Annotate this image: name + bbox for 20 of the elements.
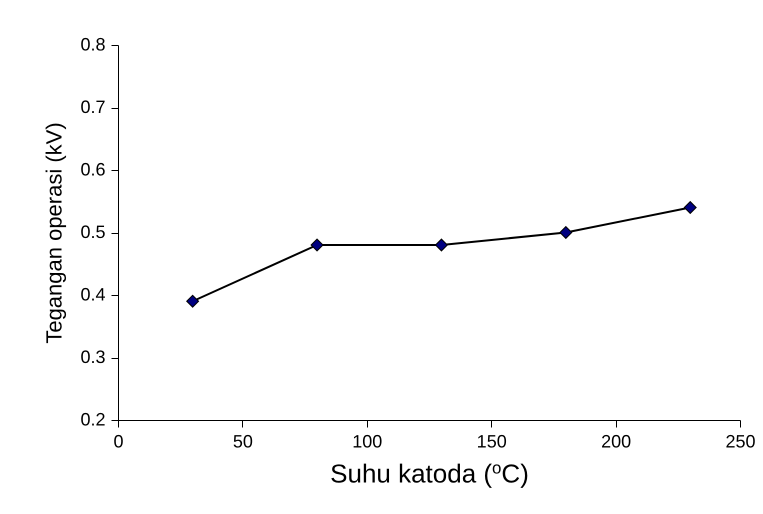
- y-tick-label: 0.2: [80, 410, 106, 430]
- x-axis-title: Suhu katoda ($^{o}$C): [330, 458, 529, 488]
- point: [186, 294, 200, 308]
- point: [435, 238, 448, 252]
- point: [684, 201, 697, 214]
- y-tick-label: 0.4: [80, 284, 106, 304]
- y-tick-label: 0.8: [80, 34, 106, 54]
- x-tick-label: 50: [232, 432, 253, 452]
- y-axis-title: Tegangan operasi (kV): [41, 122, 66, 344]
- x-tick-label: 200: [601, 432, 632, 452]
- x-tick-label: 100: [352, 432, 382, 452]
- y-tick-label: 0.5: [80, 222, 106, 242]
- x-tick-label: 250: [725, 432, 756, 452]
- point: [559, 226, 572, 239]
- x-tick-label: 0: [113, 432, 124, 452]
- x-tick-label: 150: [476, 432, 507, 452]
- y-tick-label: 0.7: [80, 97, 106, 117]
- y-tick-label: 0.6: [80, 160, 106, 180]
- y-tick-label: 0.3: [80, 347, 106, 367]
- point: [310, 238, 324, 252]
